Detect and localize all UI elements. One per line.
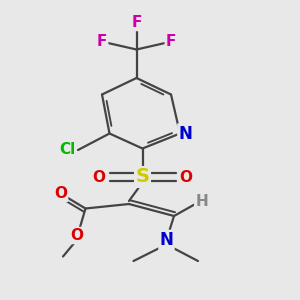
- Text: S: S: [136, 167, 149, 187]
- Text: O: O: [70, 228, 83, 243]
- Text: F: F: [131, 15, 142, 30]
- Text: O: O: [54, 186, 67, 201]
- Text: H: H: [195, 194, 208, 208]
- Text: Cl: Cl: [59, 142, 76, 158]
- Text: O: O: [179, 169, 193, 184]
- Text: N: N: [178, 124, 192, 142]
- Text: F: F: [97, 34, 107, 50]
- Text: N: N: [160, 231, 173, 249]
- Text: F: F: [166, 34, 176, 50]
- Text: O: O: [92, 169, 106, 184]
